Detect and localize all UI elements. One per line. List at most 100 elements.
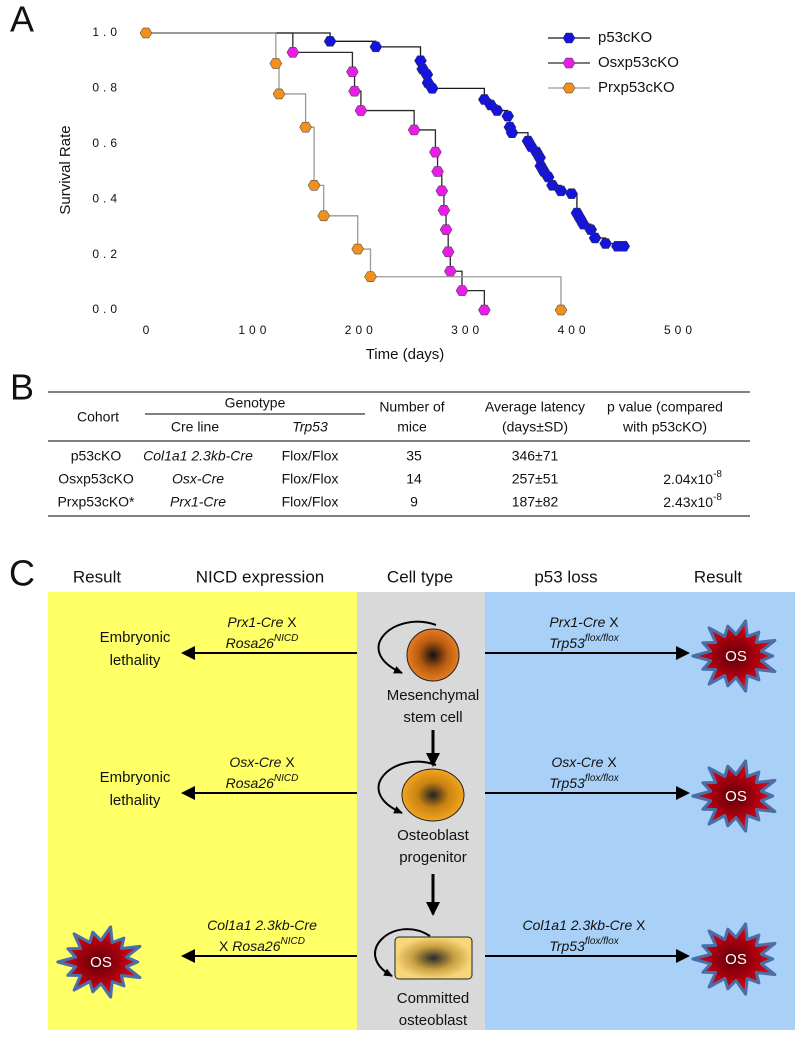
table-cell: Prxp53cKO* [57, 494, 135, 510]
censor-marker [364, 271, 377, 283]
censor-marker [435, 185, 449, 197]
table-cell: p53cKO [71, 448, 122, 464]
censor-marker [346, 66, 359, 78]
censor-marker [348, 85, 361, 97]
censor-marker [546, 180, 559, 191]
os-label: OS [90, 954, 112, 971]
censor-marker [272, 88, 286, 100]
table-header: with p53cKO) [622, 419, 707, 435]
cell-type-label: osteoblast [399, 1012, 468, 1029]
os-label: OS [725, 788, 747, 805]
censor-marker [478, 304, 491, 316]
cross-label: Trp53flox/flox [549, 773, 619, 791]
cross-text: Osx-Cre [551, 754, 603, 770]
table-header: Trp53 [292, 419, 328, 435]
survival-step [146, 32, 294, 53]
survival-step [146, 32, 331, 42]
cross-text: Trp53 [549, 635, 585, 651]
cell-msc [406, 628, 460, 682]
cross-text: flox/flox [585, 633, 620, 644]
censor-marker [439, 224, 453, 235]
cell-progenitor [401, 768, 465, 822]
survival-step [432, 87, 486, 100]
cell-type-label: Osteoblast [397, 827, 470, 844]
table-header: Cre line [171, 419, 219, 435]
table-cell: Osx-Cre [172, 471, 224, 487]
cell-type-label: Committed [397, 990, 470, 1007]
legend-marker [562, 32, 576, 44]
table-cell: Osxp53cKO [58, 471, 134, 487]
censor-marker [286, 47, 300, 58]
cross-label: Trp53flox/flox [549, 633, 619, 651]
table-cell: Prx1-Cre [170, 494, 226, 510]
cross-label: X Rosa26NICD [219, 936, 305, 954]
survival-step [292, 51, 354, 72]
censor-marker [269, 58, 283, 69]
os-tumor [691, 759, 777, 833]
y-axis-label: Survival Rate [57, 125, 74, 214]
cross-label: Prx1-Cre X [549, 614, 619, 630]
p-value: 2.43x10 [663, 494, 713, 510]
censor-marker [565, 188, 578, 199]
y-tick-label: 0.2 [92, 247, 121, 261]
cross-label: Col1a1 2.3kb-Cre [207, 917, 317, 933]
censor-marker [617, 241, 631, 252]
p-value-exponent: -8 [713, 492, 722, 503]
column-header: NICD expression [196, 567, 325, 586]
cross-text: Trp53 [549, 775, 585, 791]
censor-marker [317, 210, 330, 222]
censor-marker [369, 41, 383, 53]
y-tick-label: 0.8 [92, 81, 121, 95]
cross-text: Prx1-Cre [549, 614, 605, 630]
censor-marker [299, 121, 312, 133]
cross-text: X [219, 938, 232, 954]
column-header: Result [73, 567, 121, 586]
censor-marker [541, 171, 555, 183]
os-label: OS [725, 951, 747, 968]
cross-text: Trp53 [549, 938, 585, 954]
x-tick-label: 100 [238, 323, 270, 337]
table-header: Average latency [485, 399, 585, 415]
x-tick-label: 400 [558, 323, 590, 337]
cross-text: Rosa26 [232, 938, 280, 954]
censor-marker [554, 185, 568, 197]
censor-marker [351, 243, 365, 255]
cross-label: Col1a1 2.3kb-Cre X [523, 917, 647, 933]
x-axis-label: Time (days) [366, 346, 445, 363]
os-tumor [691, 922, 777, 996]
y-tick-label: 0.4 [92, 191, 121, 205]
cross-label: Rosa26NICD [226, 633, 299, 651]
y-tick-label: 1.0 [92, 25, 121, 39]
censor-marker [323, 36, 337, 47]
table-cell: 2.04x10-8 [663, 469, 722, 487]
os-tumor [56, 925, 142, 999]
survival-step [462, 289, 486, 310]
table-cell: 346±71 [512, 448, 559, 464]
censor-marker [599, 238, 612, 249]
table-cell: 14 [406, 471, 422, 487]
p-value: 2.04x10 [663, 471, 713, 487]
result-label: Embryonic [100, 769, 171, 786]
table-cell: 187±82 [512, 494, 559, 510]
y-tick-label: 0.0 [92, 302, 121, 316]
x-tick-label: 500 [664, 323, 696, 337]
censor-marker [407, 124, 421, 136]
censor-marker [501, 110, 515, 122]
self-renewal-arrow [377, 760, 437, 814]
censor-marker [455, 285, 469, 296]
survival-step [279, 93, 307, 128]
table-header: Genotype [225, 395, 286, 411]
survival-step [305, 126, 315, 186]
censor-marker [431, 166, 444, 177]
survival-step [330, 40, 377, 47]
cross-text: Osx-Cre [229, 754, 281, 770]
cross-text: X [283, 614, 297, 630]
result-label: lethality [110, 652, 161, 669]
table-cell: Flox/Flox [282, 471, 339, 487]
censor-marker [354, 105, 368, 116]
os-tumor [691, 619, 777, 693]
cross-text: Rosa26 [226, 635, 274, 651]
legend-label: p53cKO [598, 29, 652, 46]
x-tick-label: 200 [345, 323, 377, 337]
